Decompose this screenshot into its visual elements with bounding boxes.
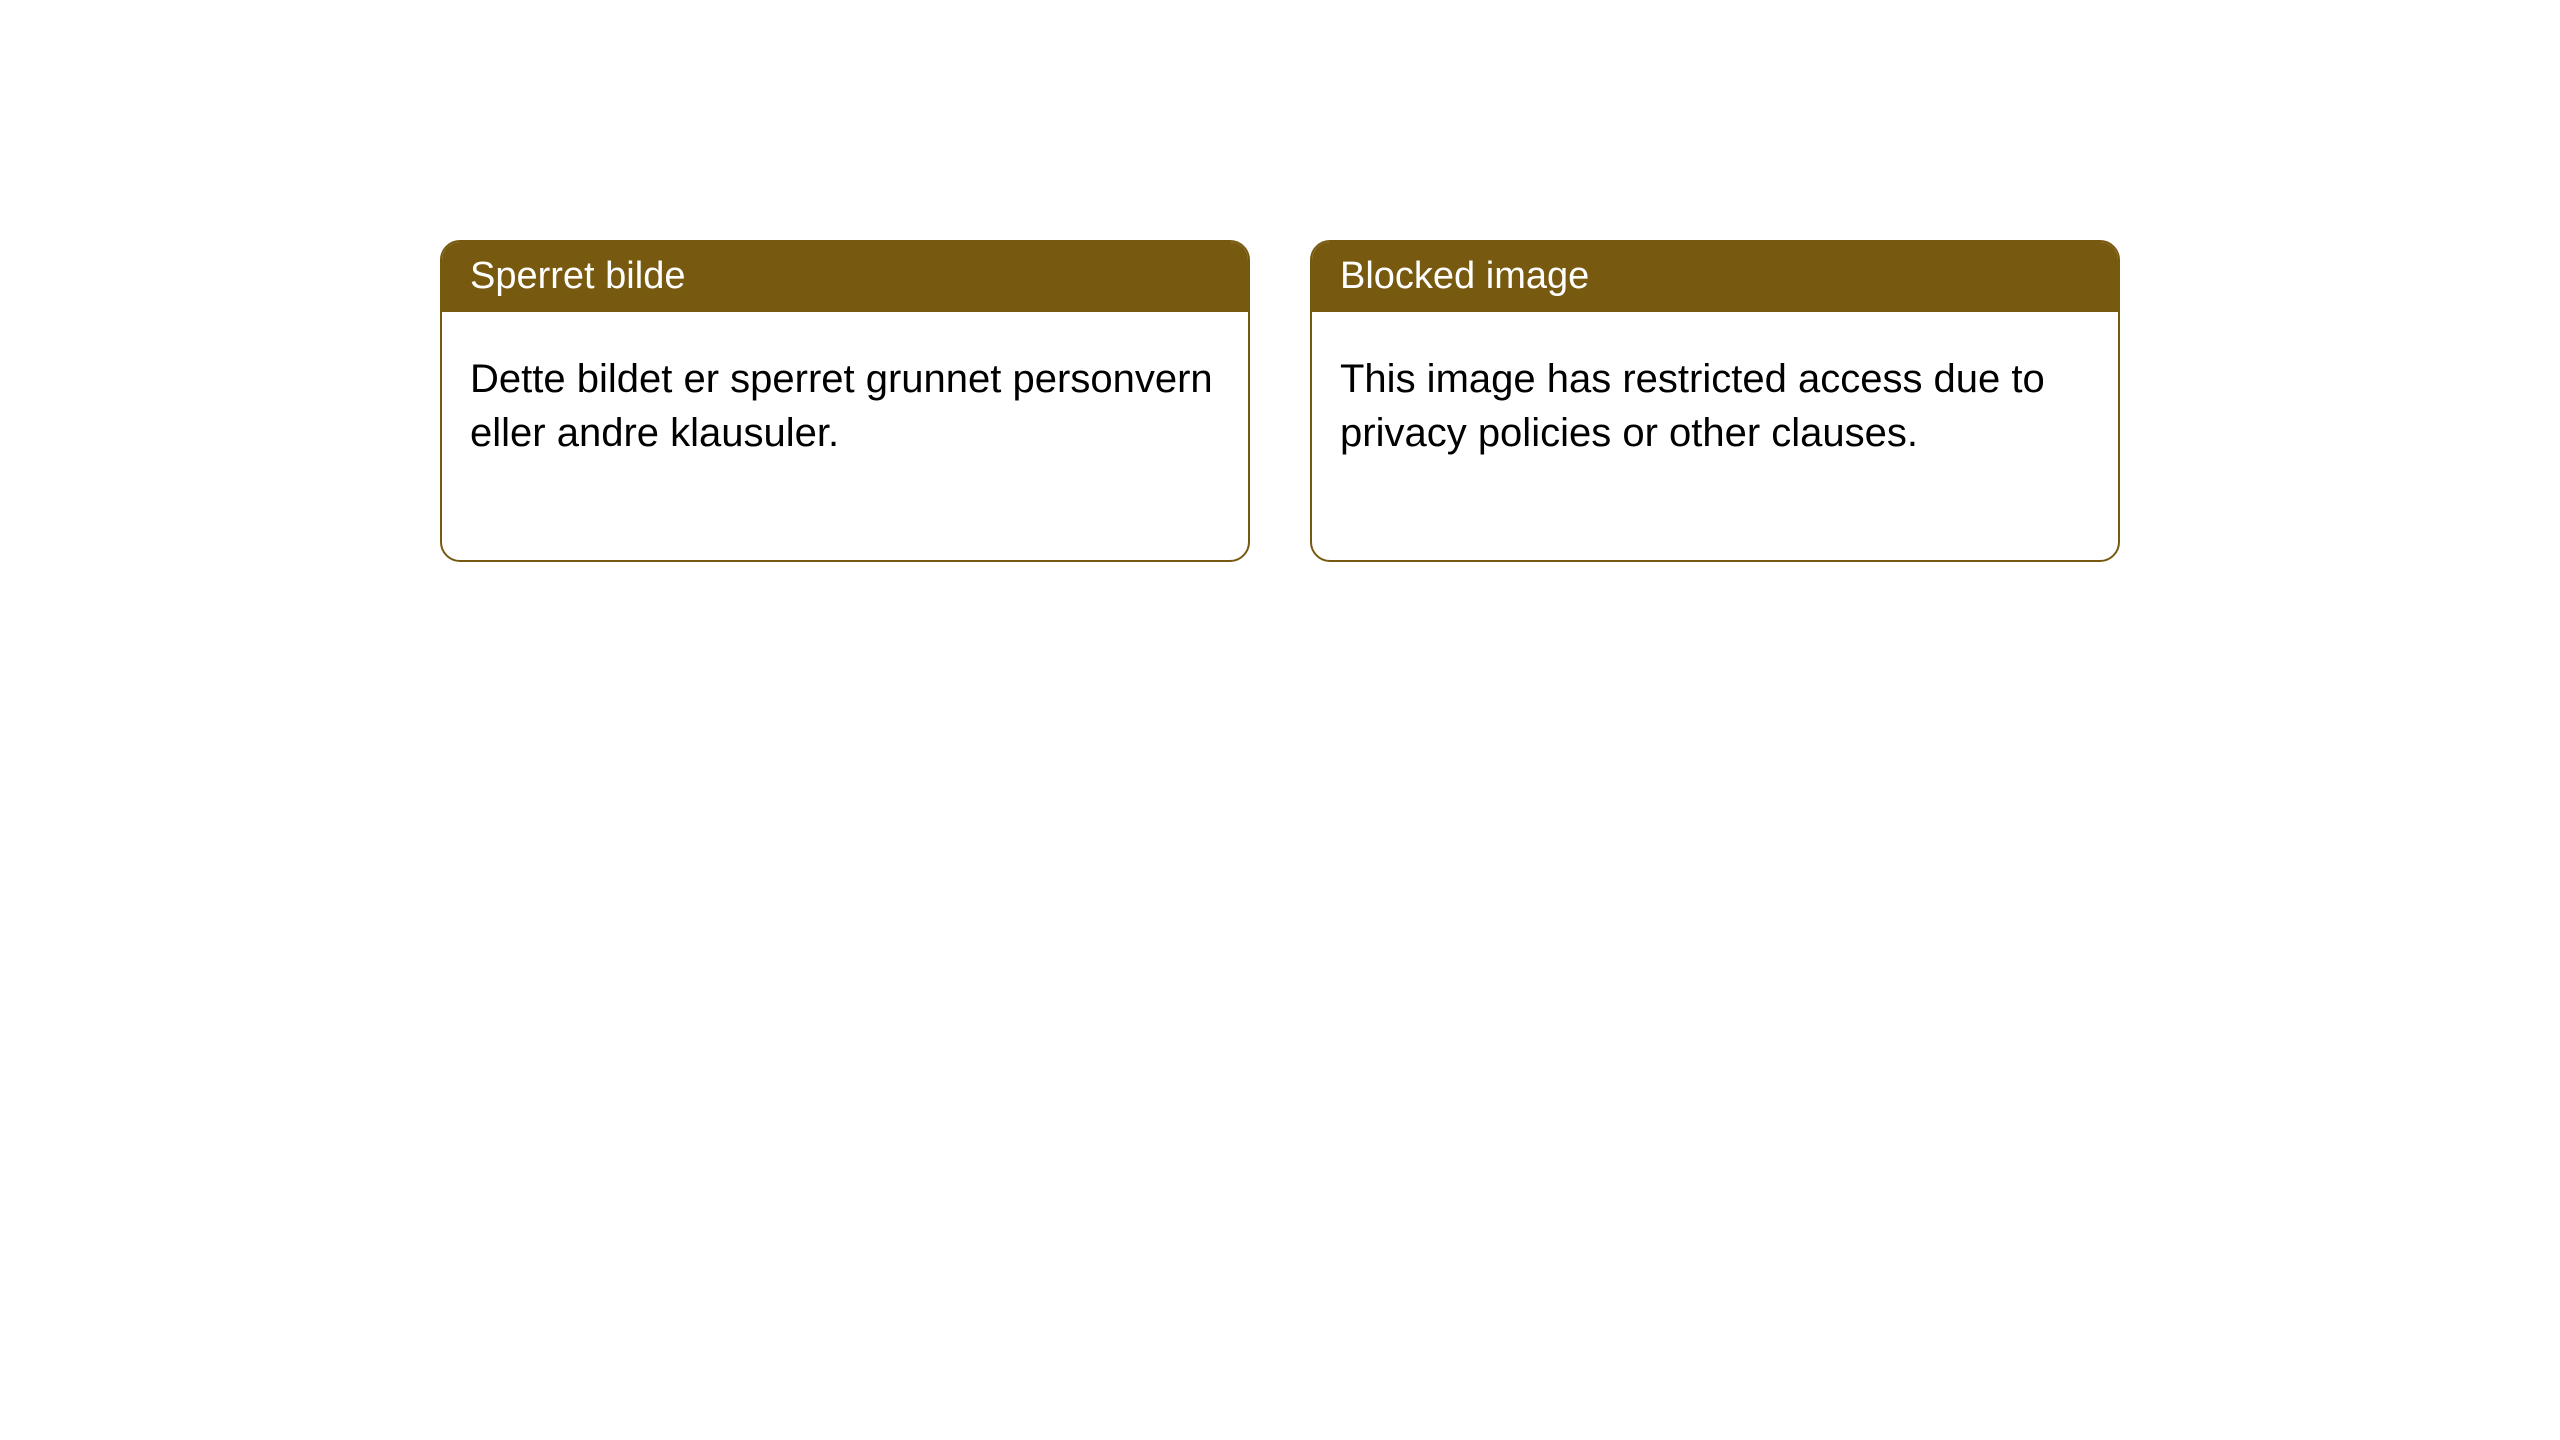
- notice-cards-container: Sperret bilde Dette bildet er sperret gr…: [440, 240, 2120, 562]
- notice-card-norwegian: Sperret bilde Dette bildet er sperret gr…: [440, 240, 1250, 562]
- notice-card-body: This image has restricted access due to …: [1312, 312, 2118, 560]
- notice-card-title: Blocked image: [1312, 242, 2118, 312]
- notice-card-body: Dette bildet er sperret grunnet personve…: [442, 312, 1248, 560]
- notice-card-title: Sperret bilde: [442, 242, 1248, 312]
- notice-card-english: Blocked image This image has restricted …: [1310, 240, 2120, 562]
